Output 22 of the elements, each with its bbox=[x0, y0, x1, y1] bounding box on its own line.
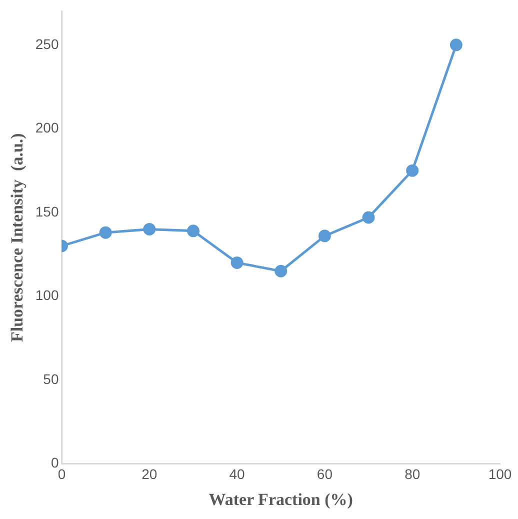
y-tick-label: 150 bbox=[35, 203, 59, 220]
point bbox=[318, 230, 331, 242]
x-tick-label: 60 bbox=[316, 466, 333, 482]
y-tick-label: 0 bbox=[50, 454, 59, 471]
y-axis-title: Fluorescence Intensity (a.u.) bbox=[8, 133, 27, 342]
point bbox=[186, 224, 200, 238]
point bbox=[230, 256, 244, 269]
point bbox=[450, 38, 462, 52]
y-tick-label: 200 bbox=[35, 120, 59, 136]
point bbox=[406, 164, 419, 177]
y-tick-label: 50 bbox=[43, 370, 59, 387]
x-tick-label: 80 bbox=[404, 466, 420, 482]
point bbox=[99, 226, 112, 239]
point bbox=[143, 222, 156, 236]
x-tick-label: 100 bbox=[488, 466, 512, 482]
x-tick-label: 40 bbox=[229, 466, 246, 482]
y-tick-label: 100 bbox=[35, 287, 59, 304]
x-tick-label: 20 bbox=[142, 466, 158, 482]
y-tick-label: 250 bbox=[35, 36, 59, 52]
point bbox=[362, 211, 375, 224]
x-axis-title: Water Fraction (%) bbox=[208, 490, 353, 510]
point bbox=[274, 264, 288, 278]
